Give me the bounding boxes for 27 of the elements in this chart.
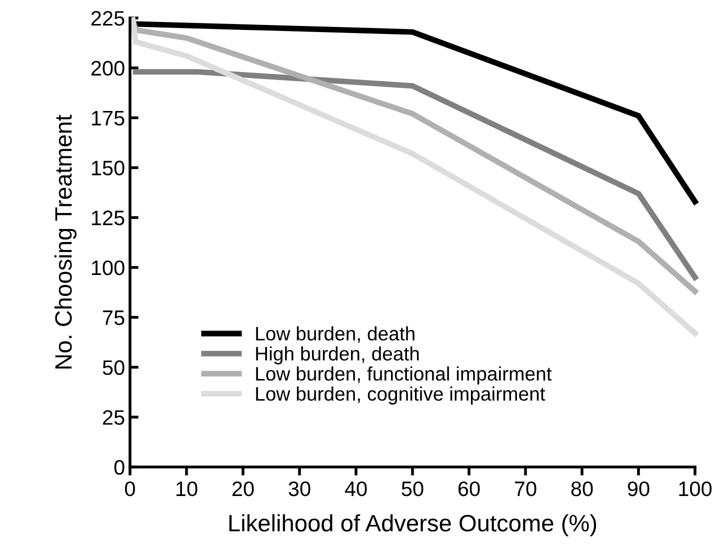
y-tick-label: 25 <box>103 410 124 425</box>
x-tick-label: 0 <box>125 481 135 496</box>
y-tick-label: 225 <box>91 11 124 26</box>
y-tick-label: 125 <box>92 210 124 226</box>
x-tick-label: 80 <box>571 481 593 496</box>
x-tick-label: 20 <box>232 481 254 496</box>
y-tick-label: 200 <box>91 60 124 76</box>
x-tick-label: 50 <box>402 481 424 496</box>
x-tick-label: 10 <box>176 481 198 496</box>
x-tick-label: 40 <box>344 481 367 496</box>
x-tick-label: 30 <box>288 481 310 496</box>
x-axis-title: Likelihood of Adverse Outcome (%) <box>229 514 596 536</box>
y-tick-label: 0 <box>114 460 124 475</box>
x-tick-label: 70 <box>514 481 536 496</box>
legend-label: Low burden, functional impairment <box>256 366 552 385</box>
x-tick-label: 60 <box>458 481 480 496</box>
legend-label: High burden, death <box>256 346 419 364</box>
y-tick-label: 100 <box>92 260 124 276</box>
y-tick-label: 150 <box>92 160 124 176</box>
legend-label: Low burden, death <box>256 326 414 343</box>
x-tick-label: 100 <box>679 481 712 496</box>
legend-label: Low burden, cognitive impairment <box>256 386 546 405</box>
x-tick-label: 90 <box>628 481 650 496</box>
y-tick-label: 75 <box>103 310 124 326</box>
y-axis-title: No. Choosing Treatment <box>54 114 76 369</box>
y-tick-label: 175 <box>92 110 124 126</box>
y-tick-label: 50 <box>102 360 124 375</box>
